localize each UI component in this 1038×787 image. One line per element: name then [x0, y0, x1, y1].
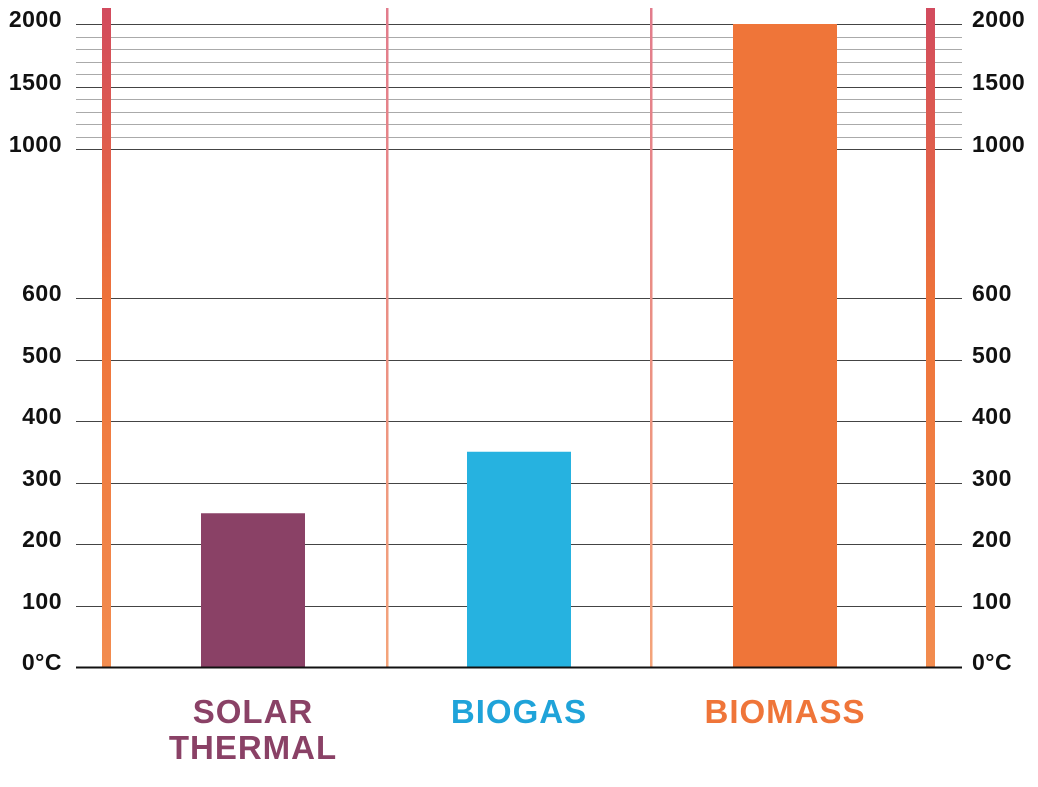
y-tick-label-left: 2000: [8, 6, 62, 32]
y-tick-label-right: 600: [972, 280, 1012, 306]
category-label-3: BIOMASS: [704, 693, 866, 730]
y-tick-label-left: 1000: [8, 131, 62, 157]
y-tick-label-left: 500: [22, 341, 62, 368]
y-tick-label-left: 0°C: [21, 649, 62, 675]
category-label-2: BIOGAS: [450, 693, 588, 730]
bar-2: [467, 451, 571, 667]
right-side-bar: [926, 8, 935, 667]
category-label-1: SOLAR THERMAL: [168, 693, 338, 766]
y-tick-label-right: 100: [972, 587, 1012, 614]
y-tick-label-left: 400: [22, 403, 62, 429]
category-divider: [650, 8, 653, 667]
y-tick-label-left: 300: [22, 464, 62, 491]
y-tick-label-right: 1500: [972, 68, 1026, 95]
y-tick-label-left: 1500: [8, 68, 62, 95]
y-tick-label-right: 0°C: [972, 649, 1013, 675]
y-tick-label-right: 1000: [972, 131, 1026, 157]
y-tick-label-left: 100: [22, 587, 62, 614]
y-tick-label-left: 600: [22, 280, 62, 306]
y-tick-label-right: 400: [972, 403, 1012, 429]
bar-3: [733, 24, 837, 667]
left-side-bar: [102, 8, 111, 667]
bar-1: [201, 513, 305, 667]
category-divider: [386, 8, 389, 667]
y-tick-label-right: 500: [972, 341, 1012, 368]
y-tick-label-right: 300: [972, 464, 1012, 491]
y-tick-label-right: 200: [972, 526, 1012, 552]
y-tick-label-left: 200: [22, 526, 62, 552]
y-tick-label-right: 2000: [972, 6, 1026, 32]
